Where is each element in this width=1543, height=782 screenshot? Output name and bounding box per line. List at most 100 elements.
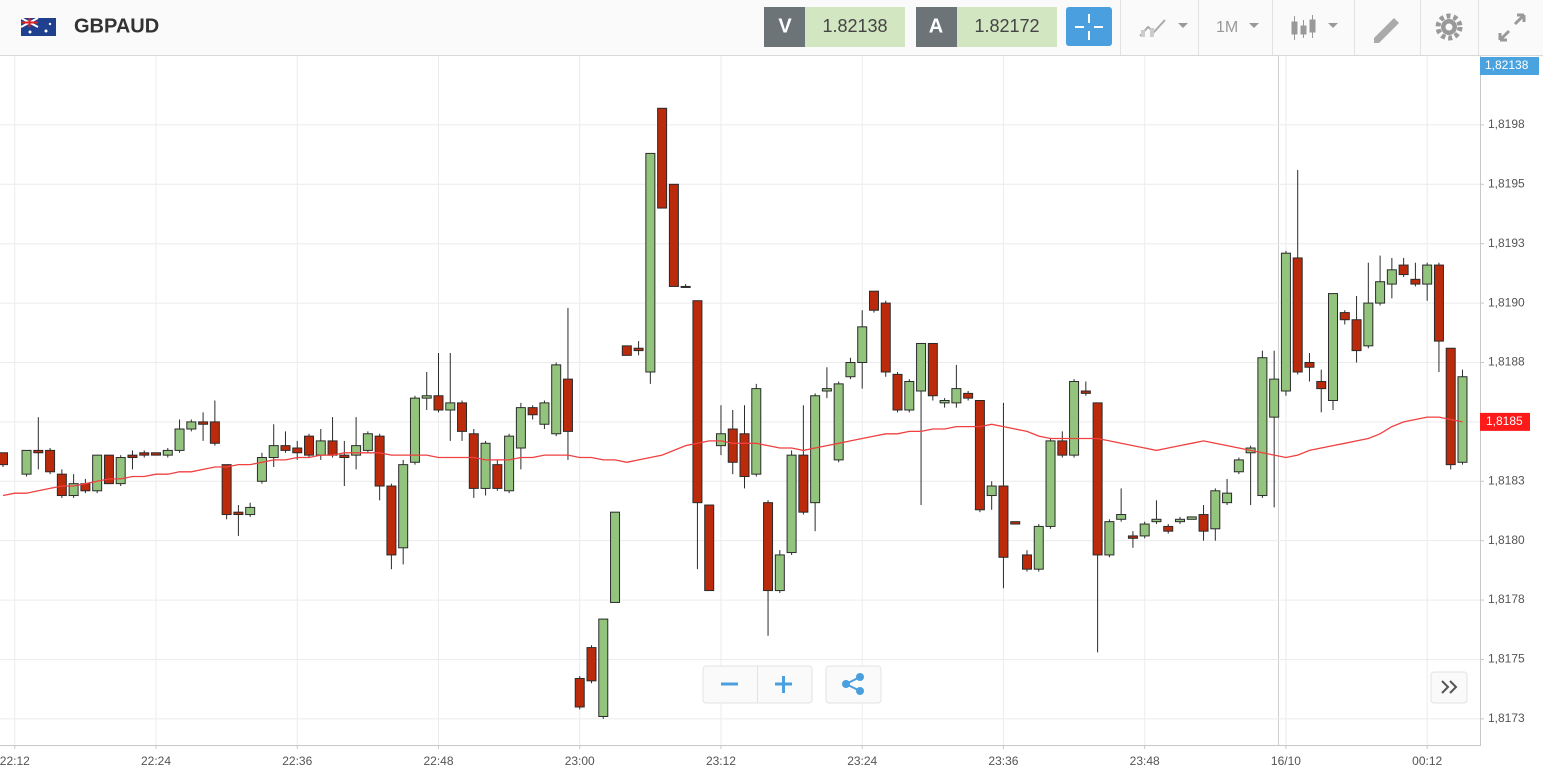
share-button[interactable] [825,665,882,704]
candle-body [1363,302,1374,347]
ask-price: 1.82172 [974,16,1039,36]
candle-body [1445,347,1456,466]
candle-body [916,342,927,392]
y-tick-label: 1,8195 [1488,176,1525,190]
candle-body [527,407,538,416]
candle-body [339,454,350,459]
bid-button[interactable] [764,7,805,47]
candle-body [398,464,409,549]
candle-body [951,388,962,404]
candle-body [127,454,138,459]
y-tick-label: 1,8173 [1488,711,1525,725]
candle-body [751,388,762,475]
x-tick-label: 00:12 [1412,754,1442,768]
y-tick-label: 1,8175 [1488,652,1525,666]
candle-body [1033,525,1044,570]
ma-price-label: 1,8185 [1486,414,1523,428]
candle-body [468,433,479,489]
candle-body [21,449,32,475]
y-tick-label: 1,8190 [1488,295,1525,309]
x-tick-label: 22:48 [423,754,453,768]
candle-body [103,454,114,485]
candle-body [139,452,150,456]
candle-body [1222,492,1233,504]
candle-body [704,504,715,592]
candle-body [268,445,279,459]
candle-body [492,464,503,489]
candle-body [457,402,468,432]
candle-body [68,483,79,497]
candle-body [115,457,126,485]
candle-body [657,107,668,209]
candle-body [209,421,220,444]
x-tick-label: 16/10 [1271,754,1301,768]
candle-body [939,400,950,404]
separators [1120,0,1479,55]
candle-body [845,361,856,378]
ask-button[interactable] [916,7,957,47]
candle-body [1069,380,1080,456]
candle-body [33,449,44,454]
candle-body [280,445,291,451]
candle-body [1386,269,1397,285]
candle-body [1316,380,1327,390]
bid-label: V [778,15,792,37]
scroll-right[interactable] [1430,671,1468,704]
moving-average [2,416,1463,497]
candle-body [1210,490,1221,530]
candle-body [786,454,797,554]
candle-body [927,342,938,397]
candle-body [174,428,185,451]
timeframe[interactable]: 1M [1216,19,1238,36]
y-tick-label: 1,8193 [1488,236,1525,250]
candle-body [1116,514,1127,520]
candle-body [1292,257,1303,373]
candle-body [774,554,785,592]
chart-type-menu[interactable] [1139,19,1188,37]
current-price-box [1480,57,1539,75]
settings[interactable] [1435,13,1463,41]
candle-body [1457,376,1468,463]
candle-body [1339,312,1350,321]
ma-price-box [1480,412,1530,431]
candle-body [892,373,903,411]
candle-body [1080,390,1091,394]
candle-body [1269,378,1280,418]
candle-body [1257,357,1268,497]
candle-body [868,290,879,311]
candle-body [727,428,738,463]
candle-body [1422,264,1433,285]
candle-body [715,433,726,447]
candle-body [1375,281,1386,304]
candle-body [598,618,609,717]
candle-body [1139,523,1150,537]
candle-body [821,388,832,392]
candle-body [562,378,573,432]
candle-body [1198,514,1209,532]
ask-box[interactable] [957,7,1057,47]
candle-body [574,677,585,708]
zoom-controls [702,665,813,704]
candle-body [763,502,774,592]
candle-body [692,300,703,504]
candle-body [433,395,444,411]
candle-style-menu[interactable] [1291,15,1338,40]
candle-body [1304,361,1315,368]
candle-body [963,392,974,399]
candle-body [186,421,197,430]
candle-body [539,402,550,425]
candle-body [327,440,338,456]
bid-box[interactable] [805,7,905,47]
crosshair-button[interactable] [1066,7,1112,46]
candle-body [1021,554,1032,570]
draw-tool[interactable] [1374,18,1399,43]
y-tick-label: 1,8180 [1488,533,1525,547]
candle-body [304,435,315,456]
fullscreen[interactable] [1498,13,1526,42]
candle-body [315,440,326,456]
candle-body [45,449,56,473]
candle-body [633,347,644,352]
candle-body [1175,518,1185,523]
zoom-in[interactable] [775,676,792,693]
candle-body [515,407,526,449]
